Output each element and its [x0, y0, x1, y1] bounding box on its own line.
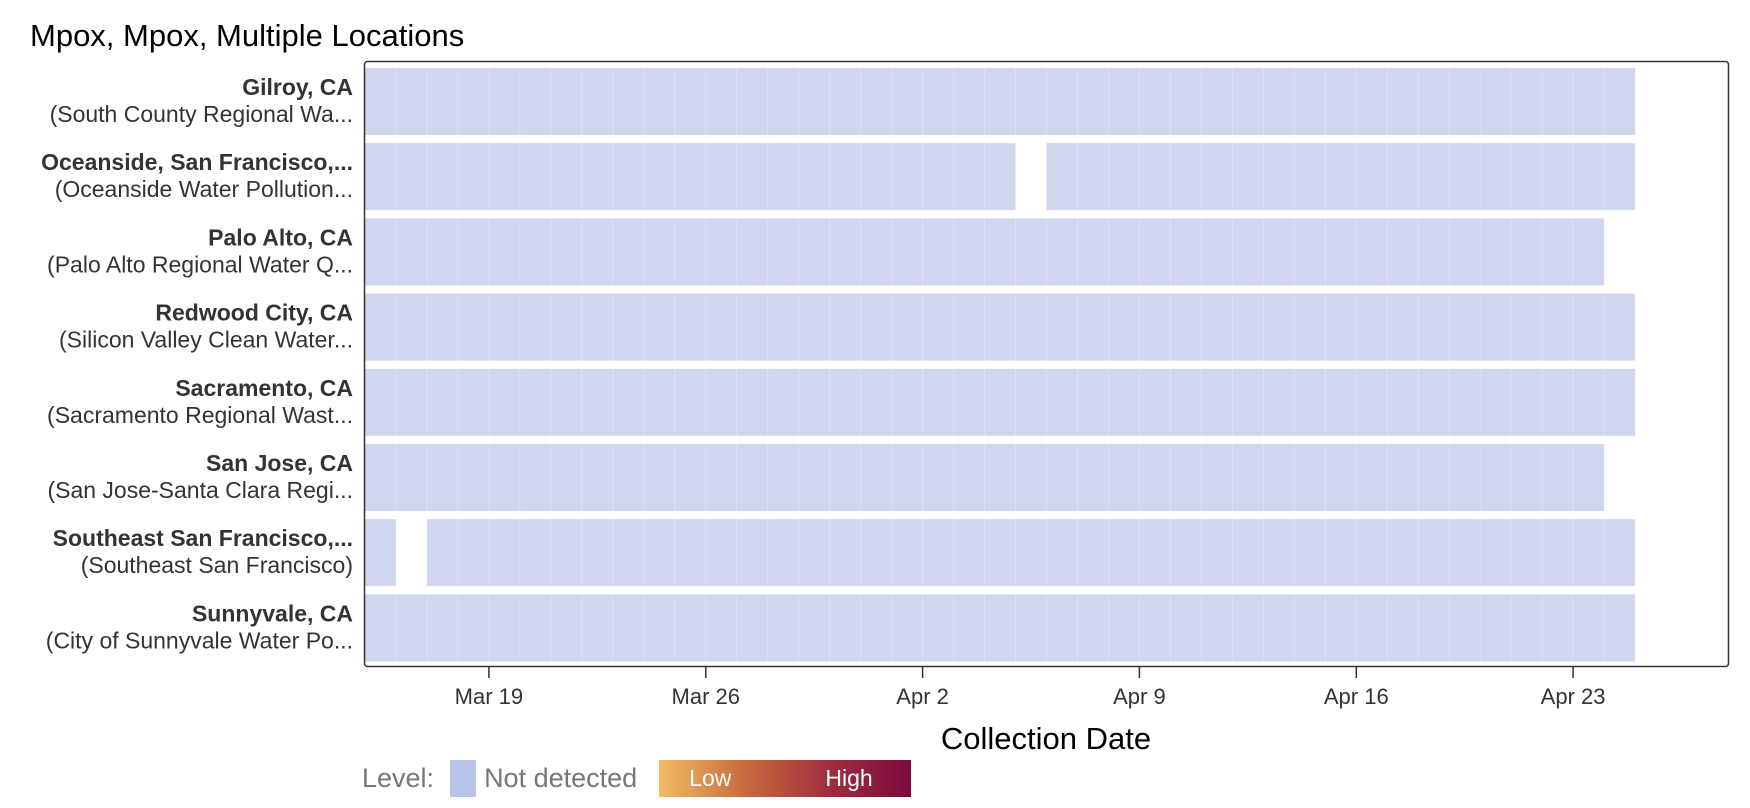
- plot-frame: [363, 60, 1730, 668]
- row-site-label: (Oceanside Water Pollution...: [55, 176, 353, 202]
- row-location-label: Oceanside, San Francisco,...: [41, 149, 353, 175]
- x-tick-label: Mar 19: [455, 684, 523, 709]
- legend-low-label: Low: [689, 764, 732, 791]
- row-location-label: Sacramento, CA: [175, 375, 353, 401]
- legend-high-label: High: [825, 764, 873, 791]
- row-site-label: (South County Regional Wa...: [50, 101, 353, 127]
- x-tick-label: Apr 2: [896, 684, 949, 709]
- heatmap-row: [365, 218, 1605, 286]
- x-tick-label: Mar 26: [672, 684, 740, 709]
- legend: Level: Not detected Low High: [362, 758, 912, 798]
- row-labels: Gilroy, CA(South County Regional Wa... Oc…: [41, 74, 353, 653]
- heatmap-row: [365, 293, 1636, 361]
- heatmap-segment[interactable]: [365, 68, 1636, 135]
- row-location-label: Southeast San Francisco,...: [53, 525, 353, 551]
- legend-not-detected-swatch: [450, 759, 477, 797]
- heatmap-chart: Gilroy, CA(South County Regional Wa... Oc…: [41, 60, 1730, 750]
- legend-level-gradient: Low High: [659, 759, 912, 797]
- row-site-label: (San Jose-Santa Clara Regi...: [47, 477, 353, 503]
- row-location-label: Palo Alto, CA: [208, 224, 353, 250]
- heatmap-segment[interactable]: [365, 218, 1605, 286]
- heatmap-row: [365, 368, 1636, 436]
- row-site-label: (Sacramento Regional Wast...: [47, 402, 353, 428]
- row-location-label: Gilroy, CA: [242, 74, 353, 100]
- row-site-label: (City of Sunnyvale Water Po...: [46, 627, 353, 653]
- heatmap-cells: [365, 68, 1636, 662]
- legend-not-detected-label: Not detected: [484, 762, 638, 793]
- heatmap-segment[interactable]: [365, 594, 1636, 662]
- x-tick-label: Apr 23: [1541, 684, 1606, 709]
- legend-level-label: Level:: [362, 762, 435, 793]
- x-tick-label: Apr 16: [1324, 684, 1389, 709]
- row-location-label: Redwood City, CA: [155, 300, 353, 326]
- heatmap-row: [365, 519, 1636, 587]
- chart-title: Mpox, Mpox, Multiple Locations: [30, 18, 465, 53]
- heatmap-segment[interactable]: [365, 368, 1636, 436]
- x-axis: Mar 19 Mar 26 Apr 2 Apr 9 Apr 16 Apr 23: [455, 667, 1606, 709]
- heatmap-segment[interactable]: [427, 519, 1636, 587]
- row-location-label: San Jose, CA: [206, 450, 353, 476]
- heatmap-row: [365, 68, 1636, 135]
- x-axis-title: Collection Date: [941, 721, 1151, 750]
- heatmap-segment[interactable]: [365, 143, 1016, 211]
- heatmap-row: [365, 444, 1605, 511]
- heatmap-segment[interactable]: [1046, 143, 1636, 211]
- x-tick-label: Apr 9: [1113, 684, 1166, 709]
- heatmap-row: [365, 594, 1636, 662]
- row-location-label: Sunnyvale, CA: [192, 600, 353, 626]
- row-site-label: (Silicon Valley Clean Water...: [59, 327, 353, 353]
- heatmap-row: [365, 143, 1636, 211]
- heatmap-segment[interactable]: [365, 293, 1636, 361]
- heatmap-segment[interactable]: [365, 519, 396, 587]
- row-site-label: (Palo Alto Regional Water Q...: [47, 251, 353, 277]
- row-site-label: (Southeast San Francisco): [81, 552, 353, 578]
- heatmap-segment[interactable]: [365, 444, 1605, 511]
